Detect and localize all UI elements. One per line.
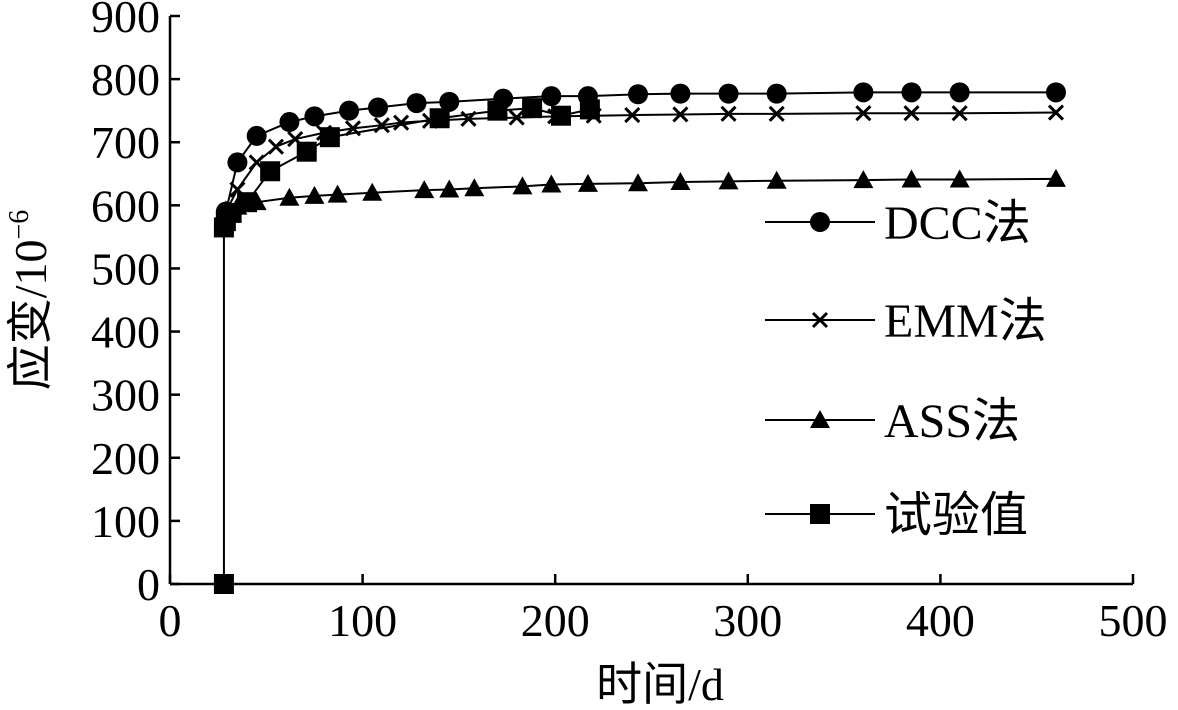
data-point bbox=[267, 138, 284, 155]
data-point bbox=[368, 97, 389, 118]
legend-label: 试验值 bbox=[884, 489, 1028, 542]
y-tick-label: 200 bbox=[91, 433, 160, 484]
data-point bbox=[327, 184, 348, 203]
data-point bbox=[718, 171, 739, 190]
y-axis-title-main: 应变/10 bbox=[5, 240, 56, 391]
data-point bbox=[279, 187, 300, 206]
data-point bbox=[951, 105, 968, 122]
data-point bbox=[901, 169, 922, 188]
x-axis-ticks: 0 100 200 300 400 500 bbox=[159, 574, 1168, 646]
data-point bbox=[406, 93, 427, 114]
data-point bbox=[628, 173, 649, 192]
data-point bbox=[246, 125, 267, 146]
legend-marker bbox=[811, 311, 829, 329]
data-point bbox=[768, 105, 785, 122]
legend-marker bbox=[810, 212, 830, 232]
y-tick-label: 900 bbox=[91, 0, 160, 42]
data-point bbox=[624, 107, 641, 124]
data-point bbox=[541, 174, 562, 193]
data-point bbox=[550, 105, 571, 126]
data-point bbox=[227, 152, 248, 173]
legend-marker bbox=[810, 504, 830, 524]
legend-item: DCC法 bbox=[765, 197, 1031, 250]
data-point bbox=[414, 180, 435, 199]
y-tick-label: 800 bbox=[91, 54, 160, 105]
data-point bbox=[260, 161, 281, 182]
data-point bbox=[522, 98, 543, 119]
legend-label: ASS法 bbox=[884, 395, 1020, 448]
legend-label: DCC法 bbox=[884, 197, 1031, 250]
y-tick-label: 600 bbox=[91, 180, 160, 231]
y-tick-label: 0 bbox=[137, 559, 160, 610]
data-point bbox=[855, 105, 872, 122]
data-point bbox=[903, 105, 920, 122]
series-line bbox=[222, 177, 1056, 225]
data-point bbox=[579, 99, 600, 120]
data-point bbox=[720, 105, 737, 122]
data-point bbox=[541, 86, 562, 107]
y-tick-label: 400 bbox=[91, 307, 160, 358]
legend-item: ASS法 bbox=[765, 395, 1020, 448]
series-1 bbox=[213, 82, 1066, 235]
data-point bbox=[279, 112, 300, 133]
legend-label: EMM法 bbox=[884, 295, 1047, 348]
data-point bbox=[1047, 104, 1065, 121]
plot-area: 0 100 200 300 400 500 0 100 200 300 400 500 600 700 8… bbox=[91, 0, 1168, 646]
data-point bbox=[362, 182, 383, 201]
data-point bbox=[487, 100, 508, 121]
data-point bbox=[672, 106, 689, 123]
y-tick-label: 700 bbox=[91, 117, 160, 168]
y-tick-label: 300 bbox=[91, 370, 160, 421]
series-layer bbox=[213, 82, 1066, 594]
data-point bbox=[1045, 168, 1066, 187]
x-tick-label: 100 bbox=[328, 595, 397, 646]
data-point bbox=[464, 178, 485, 197]
x-tick-label: 0 bbox=[159, 595, 182, 646]
data-point bbox=[439, 179, 460, 198]
y-axis-title-exponent: −6 bbox=[4, 210, 35, 240]
y-tick-label: 100 bbox=[91, 496, 160, 547]
data-point bbox=[853, 170, 874, 189]
data-point bbox=[304, 185, 325, 204]
y-tick-label: 500 bbox=[91, 243, 160, 294]
data-point bbox=[766, 170, 787, 189]
data-point bbox=[237, 192, 258, 213]
x-tick-label: 400 bbox=[906, 595, 975, 646]
data-point bbox=[670, 83, 691, 104]
data-point bbox=[339, 100, 360, 121]
data-point bbox=[213, 574, 234, 594]
data-point bbox=[670, 171, 691, 190]
data-point bbox=[1045, 82, 1066, 103]
data-point bbox=[949, 82, 970, 103]
x-tick-label: 200 bbox=[521, 595, 590, 646]
data-point bbox=[901, 82, 922, 103]
data-point bbox=[221, 202, 242, 223]
data-point bbox=[429, 108, 450, 129]
data-point bbox=[393, 114, 410, 131]
data-point bbox=[439, 91, 460, 112]
data-point bbox=[512, 176, 533, 195]
y-axis-title: 应变/10−6 bbox=[4, 210, 56, 391]
data-point bbox=[319, 127, 340, 148]
data-point bbox=[508, 109, 525, 126]
data-point bbox=[949, 169, 970, 188]
data-point bbox=[718, 83, 739, 104]
data-point bbox=[853, 82, 874, 103]
data-point bbox=[296, 141, 317, 162]
legend-item: 试验值 bbox=[765, 489, 1028, 542]
data-point bbox=[304, 106, 325, 127]
data-point bbox=[628, 84, 649, 105]
data-point bbox=[766, 83, 787, 104]
x-tick-label: 300 bbox=[713, 595, 782, 646]
x-tick-label: 500 bbox=[1099, 595, 1168, 646]
legend-item: EMM法 bbox=[765, 295, 1047, 348]
x-axis-title: 时间/d bbox=[596, 659, 724, 710]
legend-marker bbox=[810, 410, 830, 428]
series-4 bbox=[213, 98, 600, 594]
y-axis-ticks: 0 100 200 300 400 500 600 700 800 900 bbox=[91, 0, 180, 610]
data-point bbox=[577, 173, 598, 192]
